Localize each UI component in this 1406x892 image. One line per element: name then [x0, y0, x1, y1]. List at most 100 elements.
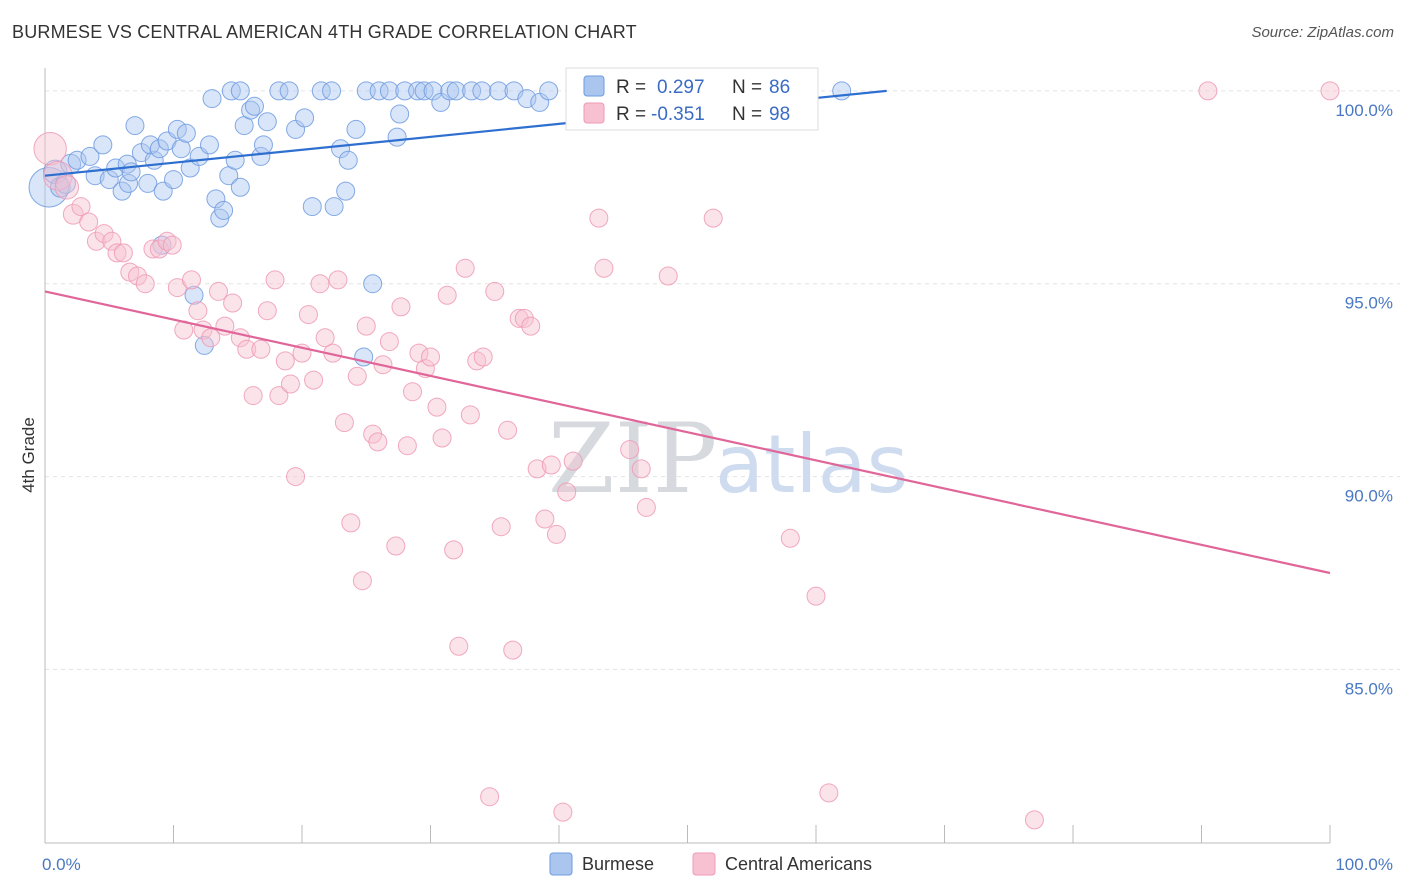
point-central-americans-52: [379, 332, 399, 352]
point-central-americans-35: [280, 374, 300, 394]
point-central-americans-44: [334, 413, 354, 433]
legend-r-label-central-americans: R =: [616, 104, 646, 125]
point-central-americans-43: [328, 270, 348, 290]
point-burmese-72: [446, 81, 466, 101]
point-burmese-59: [346, 119, 366, 139]
point-central-americans-39: [304, 370, 324, 390]
point-central-americans-82: [557, 482, 577, 502]
point-burmese-57: [336, 181, 356, 201]
point-burmese-34: [206, 189, 226, 209]
point-burmese-49: [279, 81, 299, 101]
x-tick-labels: 0.0% 100.0%: [42, 855, 1393, 874]
point-burmese-5: [67, 150, 87, 170]
y-tick-label-1: 95.0%: [1345, 294, 1393, 313]
point-burmese-58: [338, 150, 358, 170]
point-burmese-62: [369, 81, 389, 101]
point-burmese-24: [164, 170, 183, 190]
point-burmese-86: [832, 81, 852, 101]
y-tick-label-2: 90.0%: [1345, 487, 1393, 506]
point-central-americans-7: [94, 224, 114, 244]
point-central-americans-9: [107, 243, 127, 263]
point-central-americans-83: [563, 451, 583, 471]
watermark: ZIP atlas: [548, 403, 908, 515]
y-tick-label-3: 85.0%: [1345, 679, 1393, 698]
x-tick-label-0: 0.0%: [42, 855, 81, 874]
point-central-americans-78: [535, 509, 555, 529]
chart-source: Source: ZipAtlas.com: [1251, 24, 1394, 41]
point-central-americans-92: [806, 586, 826, 606]
point-central-americans-81: [553, 802, 573, 822]
point-central-americans-96: [1320, 81, 1340, 101]
point-central-americans-87: [631, 459, 651, 479]
series-legend-swatch-central-americans: [692, 852, 716, 876]
point-central-americans-26: [223, 293, 243, 313]
point-burmese-65: [390, 104, 410, 124]
point-central-americans-13: [135, 274, 155, 294]
point-burmese-69: [423, 81, 443, 101]
point-central-americans-65: [455, 258, 475, 278]
point-central-americans-79: [541, 455, 561, 475]
point-central-americans-24: [208, 281, 228, 301]
point-burmese-74: [472, 81, 492, 101]
point-central-americans-55: [397, 436, 417, 456]
y-axis-title: 4th Grade: [19, 417, 38, 493]
chart-title: BURMESE VS CENTRAL AMERICAN 4TH GRADE CO…: [12, 22, 637, 42]
point-central-americans-41: [315, 328, 335, 348]
point-burmese-32: [199, 135, 219, 155]
point-burmese-40: [230, 177, 250, 197]
legend-swatch-central-americans: [583, 102, 605, 124]
legend-r-value-burmese: 0.297: [657, 77, 705, 98]
legend-swatch-burmese: [583, 75, 605, 97]
point-central-americans-20: [181, 270, 201, 290]
series-legend-label-burmese: Burmese: [582, 854, 654, 874]
point-burmese-48: [269, 81, 289, 101]
point-central-americans-53: [386, 536, 406, 556]
point-burmese-43: [241, 100, 261, 120]
point-central-americans-76: [521, 316, 541, 336]
watermark-atlas: atlas: [715, 418, 908, 511]
point-central-americans-59: [421, 347, 440, 367]
point-burmese-77: [517, 89, 537, 109]
point-central-americans-40: [310, 274, 330, 294]
point-central-americans-85: [594, 258, 614, 278]
point-burmese-11: [112, 181, 132, 201]
point-burmese-39: [225, 150, 245, 170]
point-central-americans-1: [42, 160, 73, 191]
series-legend: Burmese Central Americans: [549, 852, 872, 876]
point-central-americans-84: [589, 208, 609, 228]
point-central-americans-50: [368, 432, 388, 452]
trend-line-central-americans: [44, 290, 1331, 575]
point-central-americans-75: [514, 308, 534, 328]
point-burmese-79: [539, 81, 559, 101]
point-central-americans-12: [128, 266, 148, 286]
point-central-americans-0: [33, 132, 67, 166]
point-central-americans-45: [341, 513, 361, 533]
series-legend-swatch-burmese: [549, 852, 573, 876]
point-central-americans-62: [437, 285, 457, 305]
point-central-americans-16: [157, 231, 177, 251]
point-burmese-36: [214, 200, 234, 220]
point-burmese-42: [230, 81, 250, 101]
point-burmese-55: [324, 197, 344, 217]
point-central-americans-80: [546, 524, 566, 544]
point-central-americans-2: [54, 175, 80, 200]
point-burmese-54: [322, 81, 342, 101]
point-burmese-56: [331, 139, 351, 159]
point-central-americans-33: [269, 386, 289, 406]
point-burmese-29: [184, 285, 204, 305]
point-central-americans-66: [460, 405, 480, 425]
point-central-americans-32: [265, 270, 285, 290]
point-burmese-46: [253, 135, 273, 155]
point-central-americans-64: [449, 636, 469, 656]
point-central-americans-6: [86, 231, 106, 251]
point-central-americans-21: [188, 301, 208, 321]
legend-r-label-burmese: R =: [616, 77, 646, 98]
point-central-americans-38: [298, 305, 318, 325]
point-central-americans-17: [162, 235, 182, 255]
point-central-americans-74: [509, 308, 529, 328]
point-central-americans-36: [286, 467, 306, 487]
point-central-americans-47: [352, 571, 372, 591]
point-central-americans-30: [251, 339, 271, 359]
point-central-americans-56: [403, 382, 423, 402]
point-central-americans-61: [432, 428, 452, 448]
